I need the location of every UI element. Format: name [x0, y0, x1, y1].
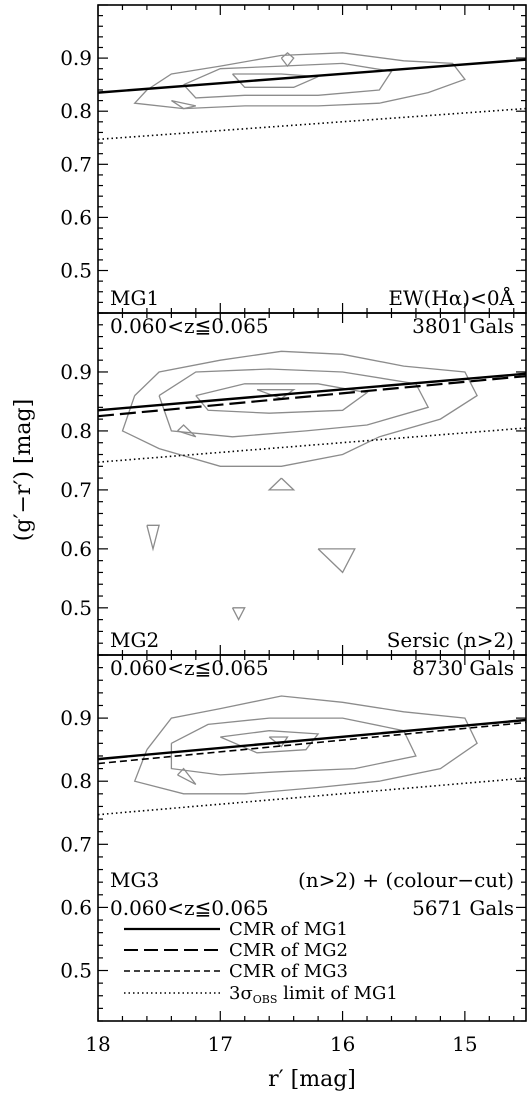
contour-line: [170, 717, 417, 776]
legend-label-mg1: CMR of MG1: [229, 919, 348, 940]
y-tick-label: 0.8: [60, 419, 92, 443]
y-tick-label: 0.7: [60, 152, 92, 176]
contour-line: [177, 424, 197, 438]
y-axis-label: (g′−r′) [mag]: [11, 399, 36, 541]
contour-line: [133, 695, 478, 795]
contour-line: [183, 62, 393, 99]
y-tick-label: 0.9: [60, 46, 92, 70]
y-tick-label: 0.6: [60, 205, 92, 229]
legend-label-mg3: CMR of MG3: [229, 961, 348, 982]
legend-label-mg2: CMR of MG2: [229, 940, 348, 961]
x-tick-label: 16: [330, 1032, 355, 1056]
series-dotted: [97, 427, 527, 463]
contour-line: [177, 767, 197, 785]
selection-label: (n>2) + (colour−cut): [298, 868, 514, 892]
contour-line: [280, 51, 295, 68]
legend-label-limit: 3σOBS limit of MG1: [229, 983, 398, 1006]
contour-line: [121, 350, 478, 467]
y-tick-label: 0.5: [60, 259, 92, 283]
legend-limit-sigma: 3σ: [229, 983, 253, 1004]
panel-label: MG2: [110, 628, 159, 652]
selection-label: Sersic (n>2): [387, 628, 514, 652]
contour-line: [158, 368, 430, 438]
panel-3: 0.5 0.6 0.7 0.8 0.9 18 17 16 15 MG3 (n>2) + (colou…: [60, 654, 527, 1056]
panel-2: 0.5 0.6 0.7 0.8 0.9 MG2 Sersic (n>2) 0.060<z≦0.…: [60, 312, 527, 680]
contour-line: [231, 607, 246, 622]
legend: CMR of MG1 CMR of MG2 CMR of MG3 3σOBS l…: [124, 919, 398, 1006]
panel-frame: [97, 654, 527, 1022]
contour-line: [133, 52, 466, 110]
count-label: 8730 Gals: [412, 656, 514, 680]
series-solid: [97, 718, 527, 761]
panels-group: 0.5 0.6 0.7 0.8 0.9 MG1 EW(Hα)<0Å 0.060<z≦0.065…: [60, 4, 527, 1056]
y-tick-label: 0.9: [60, 360, 92, 384]
x-axis-label: r′ [mag]: [268, 1067, 356, 1092]
y-tick-label: 0.8: [60, 769, 92, 793]
legend-limit-sub: OBS: [253, 993, 278, 1006]
series-solid: [97, 58, 527, 94]
panel-1: 0.5 0.6 0.7 0.8 0.9 MG1 EW(Hα)<0Å 0.060<z≦0.065…: [60, 4, 527, 338]
contour-line: [195, 383, 369, 414]
series-dotted: [97, 107, 527, 141]
series-shortdash: [97, 721, 527, 765]
legend-limit-suffix: limit of MG1: [277, 983, 398, 1004]
contour-line: [220, 730, 320, 754]
y-tick-label: 0.5: [60, 596, 92, 620]
contour-line: [232, 73, 319, 88]
contour-line: [267, 477, 296, 491]
count-label: 3801 Gals: [412, 314, 514, 338]
redshift-label: 0.060<z≦0.065: [110, 314, 269, 338]
x-tick-label: 17: [208, 1032, 233, 1056]
series-longdash: [97, 374, 527, 418]
y-tick-label: 0.7: [60, 832, 92, 856]
y-tick-label: 0.5: [60, 959, 92, 983]
panel-label: MG3: [110, 868, 159, 892]
count-label: 5671 Gals: [412, 896, 514, 920]
x-tick-label: 18: [85, 1032, 110, 1056]
y-tick-label: 0.9: [60, 706, 92, 730]
y-tick-label: 0.6: [60, 537, 92, 561]
series-solid: [97, 372, 527, 412]
redshift-label: 0.060<z≦0.065: [110, 656, 269, 680]
x-tick-label: 15: [452, 1032, 477, 1056]
y-tick-label: 0.7: [60, 478, 92, 502]
y-tick-label: 0.8: [60, 99, 92, 123]
y-tick-label: 0.6: [60, 895, 92, 919]
selection-label: EW(Hα)<0Å: [388, 285, 514, 310]
panel-frame: [97, 4, 527, 314]
panel-label: MG1: [110, 286, 159, 310]
panel-frame: [97, 312, 527, 656]
contour-line: [146, 524, 160, 552]
series-dotted: [97, 777, 527, 816]
contour-line: [317, 548, 356, 574]
redshift-label: 0.060<z≦0.065: [110, 896, 269, 920]
contour-line: [171, 99, 196, 110]
